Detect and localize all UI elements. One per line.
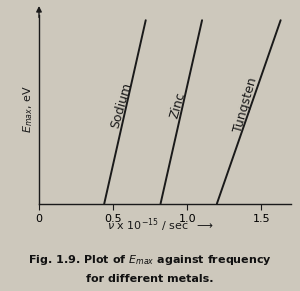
Text: Fig. 1.9. Plot of $E_{max}$ against frequency: Fig. 1.9. Plot of $E_{max}$ against freq… [28,253,272,267]
Text: $\nu$ x 10$^{-15}$ / sec  $\longrightarrow$: $\nu$ x 10$^{-15}$ / sec $\longrightarro… [107,217,214,234]
Y-axis label: $E_{max}$, eV: $E_{max}$, eV [21,85,35,133]
Text: Zinc: Zinc [168,91,188,120]
Text: Tungsten: Tungsten [232,76,260,134]
Text: Sodium: Sodium [109,81,134,130]
Text: for different metals.: for different metals. [86,274,214,284]
